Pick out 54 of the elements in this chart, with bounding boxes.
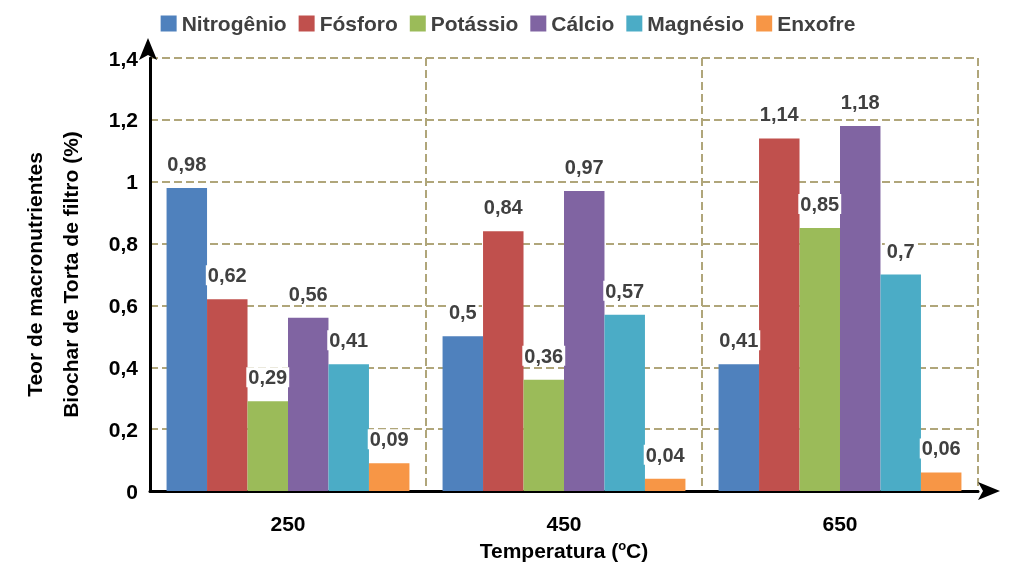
data-label: 0,62 (207, 264, 247, 287)
y-tick-label: 0,8 (108, 232, 139, 256)
bar (442, 336, 484, 491)
y-tick-label: 1 (126, 170, 139, 194)
bar (564, 190, 605, 491)
legend-label: Nitrogênio (181, 12, 287, 35)
data-label: 0,04 (645, 443, 686, 466)
legend-label: Fósforo (319, 12, 398, 35)
bar (288, 317, 329, 491)
bar (483, 231, 524, 491)
x-tick-label: 650 (822, 512, 858, 535)
legend-label: Magnésio (647, 12, 745, 35)
data-label: 0,84 (483, 196, 524, 219)
bar (523, 379, 564, 491)
data-label: 0,98 (167, 152, 207, 175)
y-tick-label: 0,2 (108, 417, 138, 441)
data-label: 0,85 (800, 193, 840, 216)
legend-label: Enxofre (777, 12, 856, 35)
bar (840, 126, 881, 491)
bar (920, 472, 962, 491)
bar (328, 364, 369, 491)
bar (368, 463, 410, 491)
data-label: 0,7 (886, 239, 915, 262)
bar (166, 187, 208, 491)
bar (759, 138, 800, 491)
bar (718, 364, 760, 491)
y-tick-label: 1,2 (108, 108, 138, 132)
data-label: 0,56 (288, 282, 328, 305)
bar (799, 228, 840, 491)
bar (207, 299, 248, 491)
data-label: 0,06 (921, 437, 961, 460)
data-label: 0,36 (524, 344, 564, 367)
y-tick-label: 0 (126, 479, 138, 503)
bar (604, 314, 645, 491)
y-axis-title: Teor de macronutrientes Biochar de Torta de filtro (%) (22, 131, 82, 418)
x-tick-label: 250 (270, 512, 306, 535)
data-label: 0,09 (369, 428, 409, 451)
data-label: 0,57 (605, 279, 645, 302)
x-tick-label: 450 (546, 512, 582, 535)
data-label: 0,41 (719, 329, 759, 352)
y-tick-label: 0,6 (108, 293, 138, 317)
legend-label: Potássio (430, 12, 519, 35)
data-label: 0,5 (448, 301, 477, 324)
bar (644, 478, 686, 491)
legend-label: Cálcio (551, 12, 615, 35)
data-label: 0,41 (329, 329, 369, 352)
y-tick-label: 1,4 (108, 46, 139, 70)
data-label: 0,29 (248, 366, 288, 389)
data-label: 0,97 (564, 155, 604, 178)
data-label: 1,18 (840, 91, 880, 114)
bar (247, 401, 288, 491)
y-tick-label: 0,4 (108, 355, 139, 379)
bar (880, 274, 921, 491)
data-label: 1,14 (759, 103, 800, 126)
